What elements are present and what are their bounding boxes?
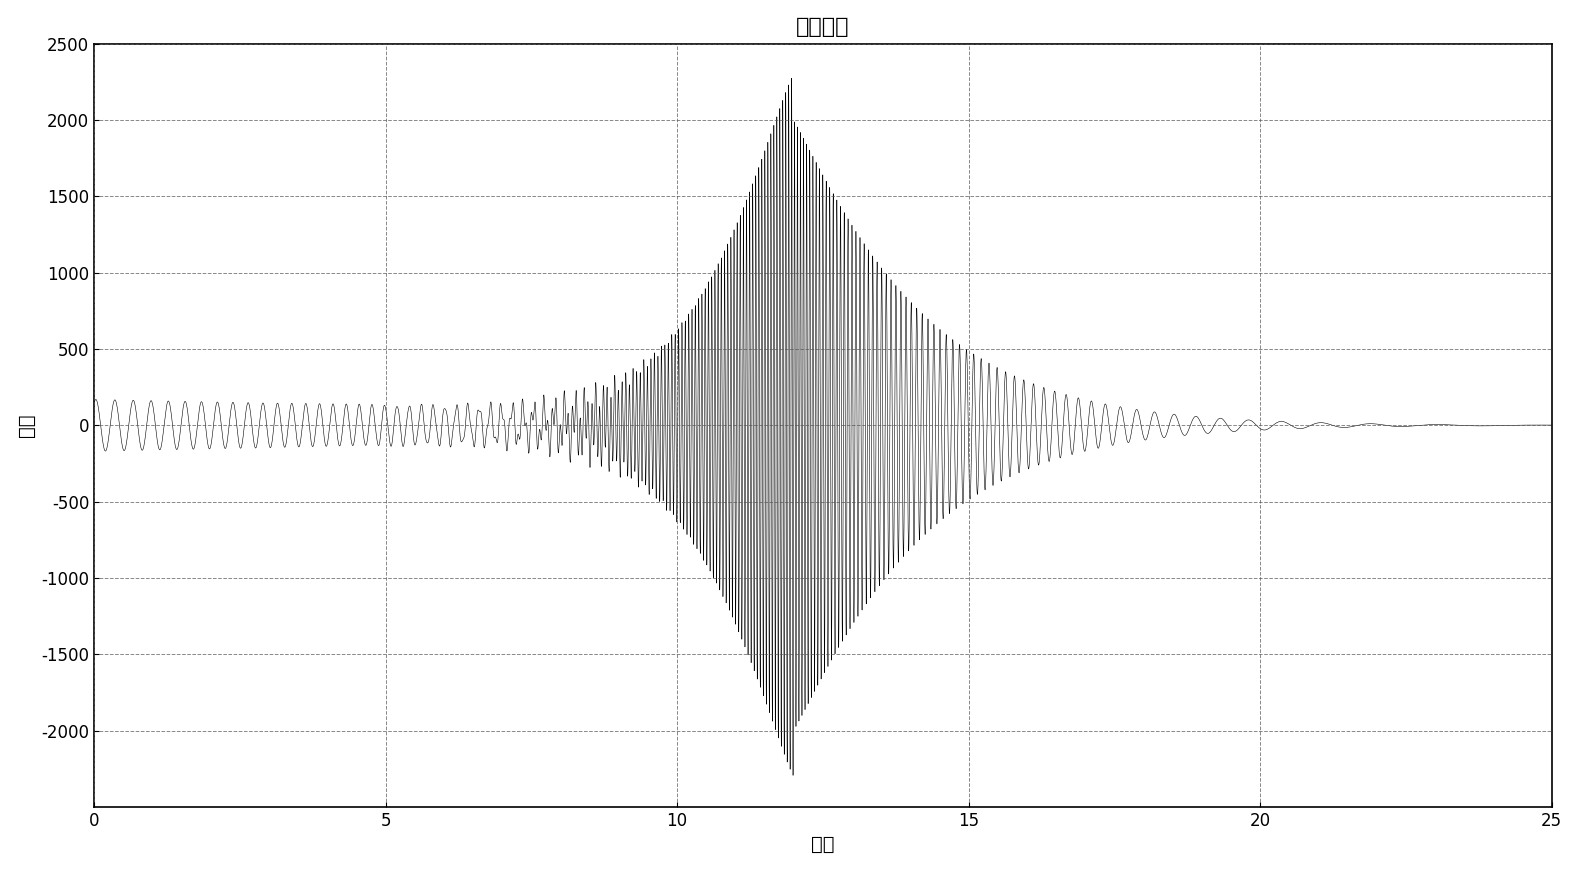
X-axis label: 时间: 时间: [812, 835, 835, 854]
Title: 信号波形: 信号波形: [796, 17, 850, 37]
Y-axis label: 幅値: 幅値: [17, 414, 36, 437]
